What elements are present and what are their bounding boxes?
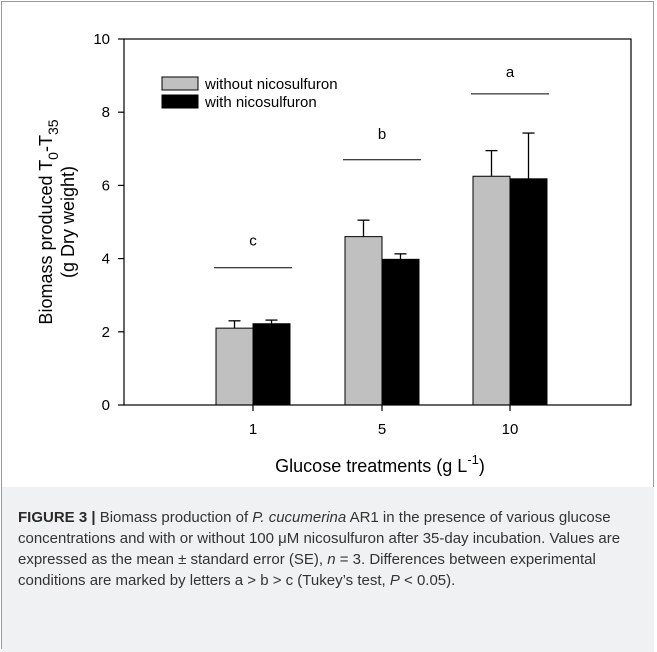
caption-text-1: Biomass production of <box>95 509 253 526</box>
x-tick-label: 10 <box>502 421 519 438</box>
y-tick-label: 10 <box>93 31 110 48</box>
bar-with-5 <box>381 258 420 406</box>
y-axis-title-sub-start: 0 <box>45 152 61 160</box>
y-tick-label: 6 <box>102 177 110 194</box>
caption-panel <box>2 487 654 652</box>
plot-frame <box>123 38 632 406</box>
y-axis-title-unit: (g Dry weight) <box>58 166 78 278</box>
caption-text-2: AR1 in the presence of various glucose c… <box>18 509 621 568</box>
caption-p: P <box>389 572 400 589</box>
y-axis-title-sub-end: 35 <box>45 119 61 135</box>
x-axis-title-end: ) <box>479 456 485 476</box>
x-tick-label: 1 <box>249 421 257 438</box>
bar-with-1 <box>252 323 291 406</box>
x-axis-title-main: Glucose treatments (g L <box>275 456 467 476</box>
bar-without-5 <box>344 236 383 406</box>
caption-text-4: < 0.05). <box>399 572 456 589</box>
y-tick-label: 8 <box>102 104 110 121</box>
caption-figure-label: FIGURE 3 | <box>18 509 96 526</box>
significance-letter: a <box>506 64 515 81</box>
y-axis-title-dash: -T <box>36 135 56 152</box>
chart-area: 0 2 4 6 8 10 1 5 10 c b a Biomass produced T0-T35 (… <box>36 31 632 476</box>
bar-without-1 <box>215 327 254 406</box>
caption-n: n <box>327 551 336 568</box>
y-axis-title-main: Biomass produced T <box>36 160 56 325</box>
bar-without-10 <box>472 175 511 406</box>
y-axis-title: Biomass produced T0-T35 (g Dry weight) <box>36 119 78 324</box>
significance-letter: b <box>378 126 386 143</box>
y-tick-label: 2 <box>102 324 110 341</box>
legend-swatch-with <box>161 94 199 109</box>
legend-label-with: with nicosulfuron <box>204 94 317 111</box>
legend-swatch-without <box>161 76 199 91</box>
significance-letter: c <box>249 232 257 249</box>
caption-species: P. cucumerina <box>252 509 347 526</box>
x-axis-title-sup: -1 <box>467 452 479 467</box>
x-axis-title: Glucose treatments (g L-1) <box>275 452 485 476</box>
y-tick-label: 0 <box>102 397 110 414</box>
x-tick-label: 5 <box>378 421 386 438</box>
y-tick-label: 4 <box>102 251 110 268</box>
bar-with-10 <box>509 178 548 406</box>
legend-label-without: without nicosulfuron <box>204 76 338 93</box>
figure-caption: FIGURE 3 | Biomass production of P. cucu… <box>18 507 643 591</box>
legend: without nicosulfuron with nicosulfuron <box>161 76 338 111</box>
svg-text:Biomass produced T0-T35: Biomass produced T0-T35 <box>36 119 61 324</box>
caption-text-3: = 3. Differences between experimental co… <box>18 551 596 589</box>
